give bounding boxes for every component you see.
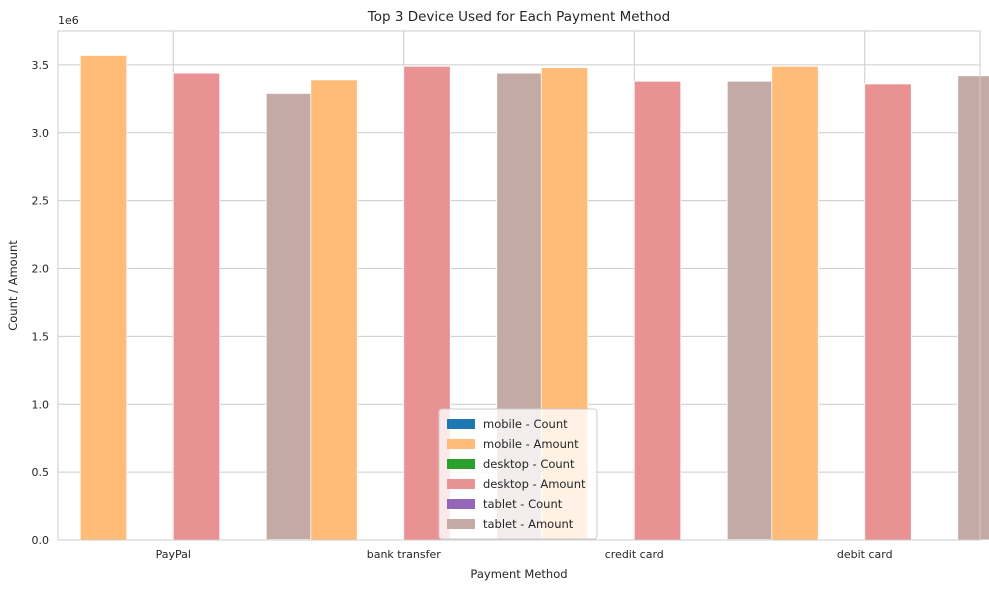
bar — [79, 55, 128, 541]
legend-label: desktop - Amount — [483, 477, 586, 491]
y-tick-label: 2.0 — [32, 263, 50, 276]
legend-label: mobile - Amount — [483, 437, 579, 451]
chart-title: Top 3 Device Used for Each Payment Metho… — [367, 9, 670, 25]
y-tick-label: 3.0 — [32, 127, 50, 140]
y-offset-text: 1e6 — [58, 14, 79, 27]
y-axis-ticks: 0.0 0.5 1.0 1.5 2.0 2.5 3.0 3.5 — [32, 59, 50, 547]
x-tick-label: debit card — [837, 548, 893, 561]
legend-swatch — [447, 479, 475, 489]
x-tick-label: PayPal — [156, 548, 191, 561]
legend-swatch — [447, 499, 475, 509]
legend-swatch — [447, 459, 475, 469]
y-tick-label: 2.5 — [32, 195, 50, 208]
legend-label: mobile - Count — [483, 417, 568, 431]
y-tick-label: 3.5 — [32, 59, 50, 72]
x-tick-label: bank transfer — [367, 548, 441, 561]
bar — [864, 83, 912, 541]
bar — [265, 93, 314, 541]
plot-frame — [57, 30, 981, 541]
legend: mobile - Count mobile - Amount desktop - C… — [438, 408, 598, 540]
legend-label: tablet - Amount — [483, 517, 574, 531]
legend-frame — [438, 408, 598, 540]
bar — [771, 65, 819, 541]
legend-swatch — [447, 419, 475, 429]
y-axis-label: Count / Amount — [6, 240, 20, 331]
y-tick-label: 1.5 — [32, 330, 50, 343]
bar — [403, 65, 451, 541]
y-tick-label: 0.0 — [32, 534, 50, 547]
bar — [172, 72, 221, 541]
bar — [726, 80, 775, 541]
legend-swatch — [447, 519, 475, 529]
bar — [633, 80, 682, 541]
x-axis-ticks: PayPal bank transfer credit card debit card — [156, 548, 893, 561]
y-tick-label: 0.5 — [32, 466, 50, 479]
x-axis-label: Payment Method — [470, 567, 567, 581]
legend-label: tablet - Count — [483, 497, 563, 511]
bar — [957, 75, 989, 541]
x-tick-label: credit card — [605, 548, 664, 561]
y-tick-label: 1.0 — [32, 398, 50, 411]
legend-label: desktop - Count — [483, 457, 575, 471]
bar — [310, 79, 358, 541]
legend-swatch — [447, 439, 475, 449]
